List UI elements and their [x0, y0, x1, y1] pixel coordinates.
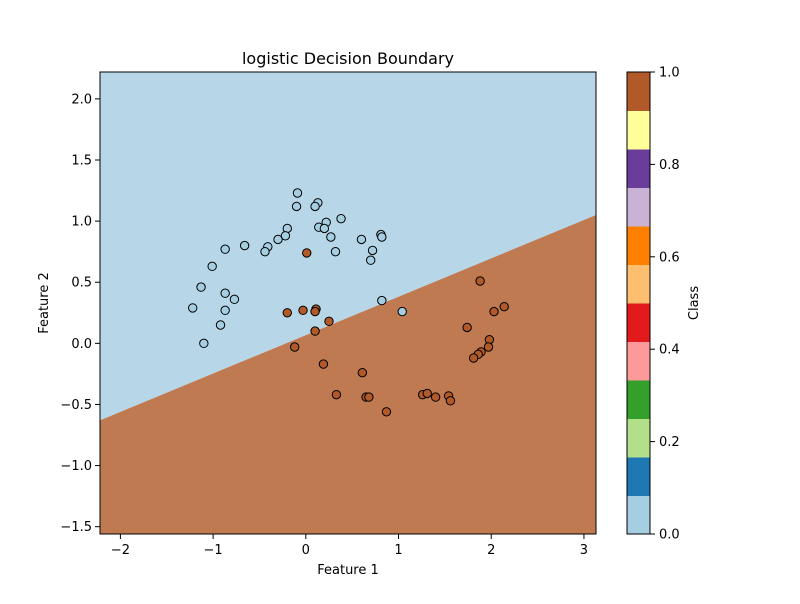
data-point-class-0 [326, 232, 336, 242]
colorbar-segment [627, 418, 650, 458]
y-tick-label: −1.5 [60, 520, 92, 535]
data-point-class-0 [377, 295, 387, 306]
data-point-class-0 [397, 306, 407, 317]
data-point-class-0 [319, 223, 330, 234]
data-point-class-1 [357, 367, 368, 378]
colorbar-segment [627, 72, 650, 111]
data-point-class-1 [302, 248, 312, 258]
colorbar-tick-label: 0.8 [659, 158, 680, 173]
data-point-class-0 [273, 234, 283, 245]
plot-area [100, 72, 596, 534]
data-point-class-1 [381, 407, 392, 417]
colorbar-segment [627, 110, 650, 150]
colorbar-segment [627, 149, 650, 188]
data-point-class-0 [377, 232, 387, 242]
data-point-class-0 [336, 213, 346, 224]
y-tick-label: 1.5 [71, 154, 92, 169]
colorbar-tick-label: 0.4 [659, 343, 680, 358]
x-tick-label: 0 [302, 543, 310, 558]
colorbar-tick-label: 1.0 [659, 66, 680, 81]
plot-frame [99, 71, 597, 535]
data-point-class-0 [291, 201, 302, 212]
colorbar-segment [627, 264, 650, 304]
x-tick-label: 3 [580, 543, 588, 558]
chart-title: logistic Decision Boundary [242, 49, 454, 68]
data-point-class-1 [282, 308, 292, 318]
data-point-class-0 [292, 188, 303, 198]
data-point-class-0 [229, 294, 240, 305]
x-tick-label: 2 [487, 543, 495, 558]
data-point-class-0 [310, 201, 320, 212]
x-tick-label: −2 [111, 543, 130, 558]
y-tick-label: 0.0 [71, 337, 92, 352]
colorbar-frame [626, 71, 651, 535]
data-point-class-0 [366, 255, 376, 265]
colorbar-segment [627, 380, 650, 419]
data-point-class-1 [489, 306, 499, 317]
colorbar-segment [627, 187, 650, 227]
data-point-class-0 [220, 305, 230, 316]
data-point-class-0 [207, 261, 217, 272]
data-point-class-1 [310, 306, 320, 317]
data-point-class-0 [239, 240, 250, 251]
data-point-class-1 [324, 316, 334, 327]
data-point-class-1 [445, 396, 456, 406]
data-point-class-1 [430, 392, 441, 402]
data-point-class-1 [483, 342, 494, 352]
x-tick-label: −1 [204, 543, 223, 558]
scatter-points [188, 188, 509, 417]
y-axis-label: Feature 2 [37, 272, 52, 334]
y-tick-label: −0.5 [60, 398, 92, 413]
y-tick-label: −1.0 [60, 459, 92, 474]
data-point-class-0 [367, 245, 378, 256]
colorbar-segment [627, 303, 650, 342]
data-point-class-1 [462, 322, 472, 333]
data-point-class-0 [280, 231, 291, 241]
data-point-class-1 [310, 326, 320, 336]
data-point-class-0 [260, 246, 270, 257]
data-point-class-1 [331, 389, 342, 400]
colorbar-tick-label: 0.0 [659, 528, 680, 543]
colorbar [627, 72, 650, 535]
y-tick-label: 1.0 [71, 215, 92, 230]
data-point-class-0 [196, 282, 206, 292]
colorbar-segment [627, 341, 650, 381]
y-axis: −1.5 −1.0 −0.5 0.0 0.5 1.0 1.5 2.0 [60, 92, 100, 535]
data-point-class-0 [215, 320, 226, 330]
data-point-class-1 [364, 392, 374, 402]
data-point-class-0 [199, 338, 209, 349]
data-point-class-1 [289, 342, 300, 352]
x-axis: −2 −1 0 1 2 3 [111, 534, 588, 558]
data-point-class-0 [330, 246, 341, 257]
data-point-class-1 [298, 305, 308, 316]
class-1-region [100, 215, 596, 534]
data-point-class-1 [422, 388, 432, 399]
y-tick-label: 0.5 [71, 276, 92, 291]
colorbar-segment [627, 457, 650, 496]
data-point-class-1 [318, 359, 329, 369]
class-0-region [100, 72, 596, 421]
y-tick-label: 2.0 [71, 92, 92, 107]
data-point-class-0 [220, 288, 230, 298]
colorbar-segment [627, 226, 650, 265]
data-point-class-0 [220, 244, 230, 254]
data-point-class-1 [475, 276, 485, 286]
colorbar-segment [627, 495, 650, 535]
colorbar-tick-label: 0.6 [659, 250, 680, 265]
data-point-class-1 [468, 353, 479, 363]
colorbar-tick-label: 0.2 [659, 435, 680, 450]
data-point-class-0 [356, 234, 367, 245]
x-axis-label: Feature 1 [317, 563, 379, 578]
data-point-class-1 [499, 301, 509, 312]
data-point-class-0 [188, 303, 198, 313]
colorbar-label: Class [687, 286, 702, 320]
colorbar-axis: 0.0 0.2 0.4 0.6 0.8 1.0 [650, 66, 680, 543]
x-tick-label: 1 [394, 543, 402, 558]
